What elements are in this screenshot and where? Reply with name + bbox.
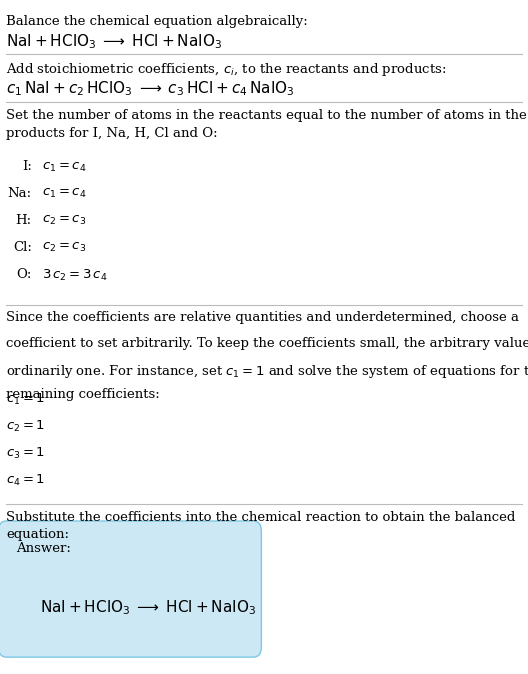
Text: $c_4 = 1$: $c_4 = 1$ <box>6 473 45 488</box>
Text: O:: O: <box>16 268 32 281</box>
Text: Add stoichiometric coefficients, $c_i$, to the reactants and products:: Add stoichiometric coefficients, $c_i$, … <box>6 61 447 78</box>
Text: remaining coefficients:: remaining coefficients: <box>6 388 160 401</box>
Text: ordinarily one. For instance, set $c_1 = 1$ and solve the system of equations fo: ordinarily one. For instance, set $c_1 =… <box>6 363 528 379</box>
Text: $c_1 = c_4$: $c_1 = c_4$ <box>42 187 87 200</box>
Text: $c_3 = 1$: $c_3 = 1$ <box>6 446 45 461</box>
Text: $c_2 = 1$: $c_2 = 1$ <box>6 419 45 434</box>
Text: $c_1 = c_4$: $c_1 = c_4$ <box>42 160 87 173</box>
Text: $c_1 = 1$: $c_1 = 1$ <box>6 392 45 407</box>
Text: Na:: Na: <box>7 187 32 200</box>
Text: Since the coefficients are relative quantities and underdetermined, choose a: Since the coefficients are relative quan… <box>6 311 520 324</box>
Text: I:: I: <box>22 160 32 173</box>
Text: Balance the chemical equation algebraically:: Balance the chemical equation algebraica… <box>6 15 308 28</box>
Text: $\mathrm{NaI + HClO_3 \;\longrightarrow\; HCl + NaIO_3}$: $\mathrm{NaI + HClO_3 \;\longrightarrow\… <box>40 599 256 617</box>
Text: $c_2 = c_3$: $c_2 = c_3$ <box>42 214 87 227</box>
Text: $\mathrm{NaI + HClO_3 \;\longrightarrow\; HCl + NaIO_3}$: $\mathrm{NaI + HClO_3 \;\longrightarrow\… <box>6 32 222 51</box>
Text: Cl:: Cl: <box>13 241 32 254</box>
Text: coefficient to set arbitrarily. To keep the coefficients small, the arbitrary va: coefficient to set arbitrarily. To keep … <box>6 337 528 350</box>
Text: Substitute the coefficients into the chemical reaction to obtain the balanced
eq: Substitute the coefficients into the che… <box>6 511 516 541</box>
Text: Set the number of atoms in the reactants equal to the number of atoms in the
pro: Set the number of atoms in the reactants… <box>6 109 527 140</box>
Text: H:: H: <box>15 214 32 227</box>
FancyBboxPatch shape <box>0 521 261 657</box>
Text: $c_2 = c_3$: $c_2 = c_3$ <box>42 241 87 254</box>
Text: $c_1\,\mathrm{NaI} + c_2\,\mathrm{HClO_3} \;\longrightarrow\; c_3\,\mathrm{HCl} : $c_1\,\mathrm{NaI} + c_2\,\mathrm{HClO_3… <box>6 80 295 98</box>
Text: Answer:: Answer: <box>16 542 71 555</box>
Text: $3\,c_2 = 3\,c_4$: $3\,c_2 = 3\,c_4$ <box>42 268 108 283</box>
